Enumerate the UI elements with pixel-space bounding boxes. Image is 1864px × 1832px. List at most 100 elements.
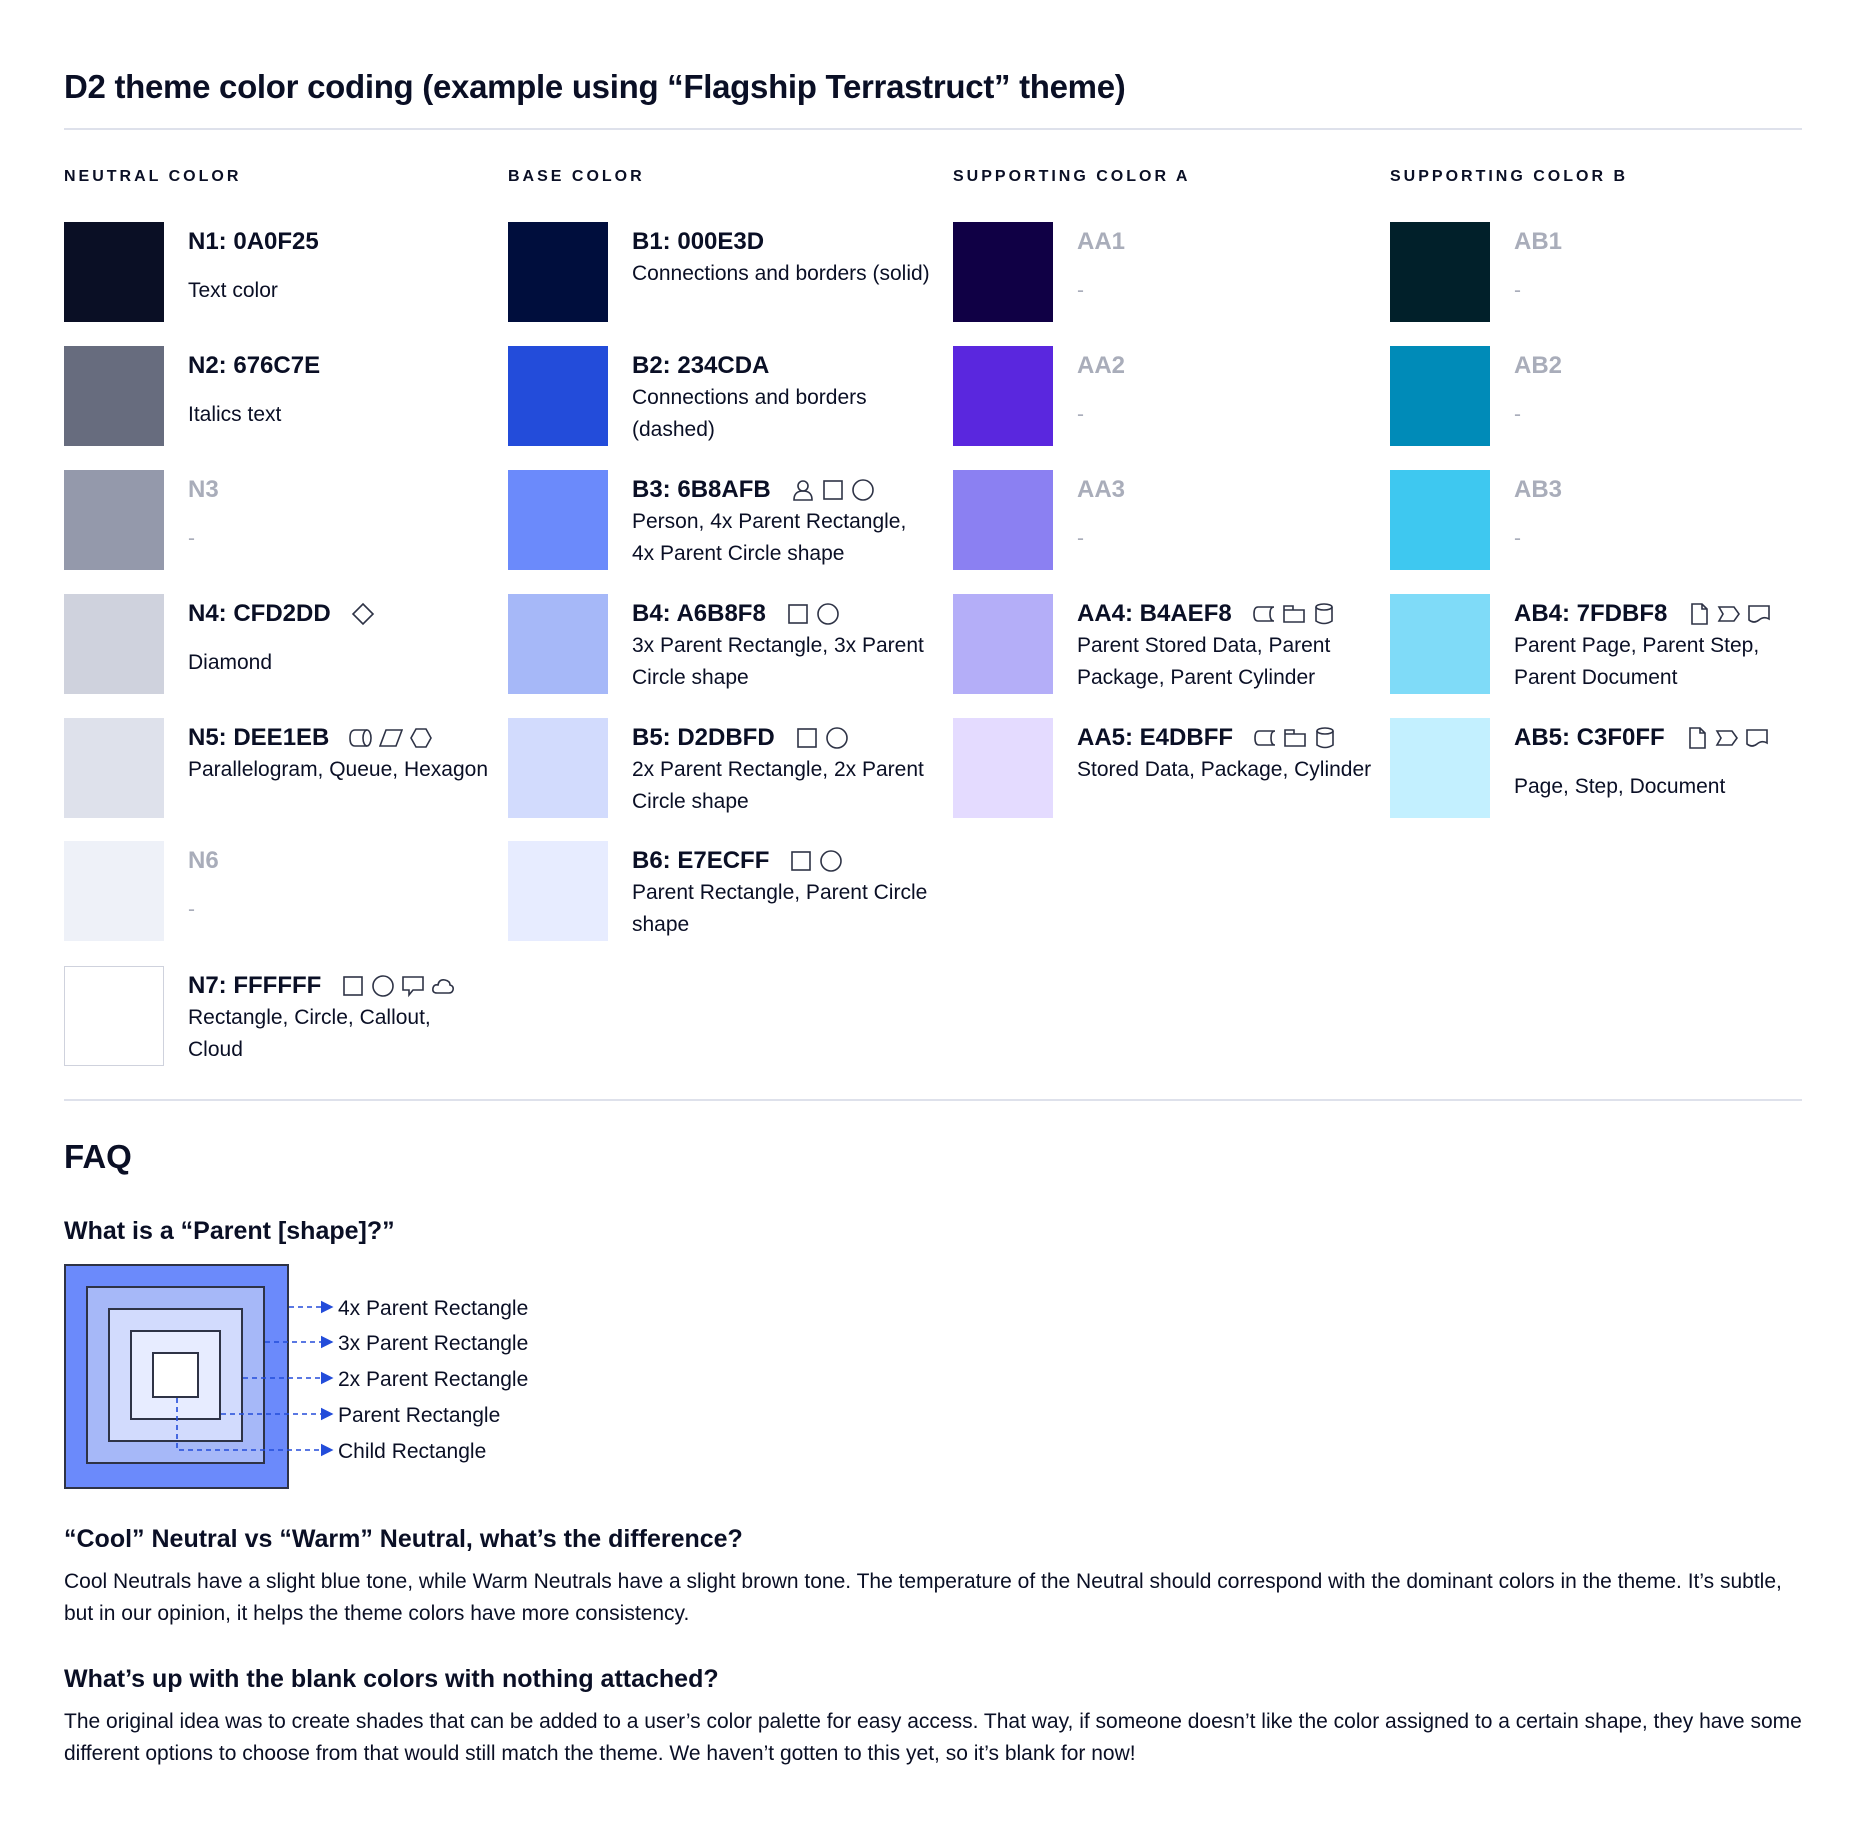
package-icon <box>1282 605 1305 623</box>
color-swatch-item: AB2 - <box>1390 346 1810 446</box>
color-label: AA1 <box>1077 228 1126 255</box>
color-swatch-item: N4: CFD2DD Diamond <box>64 594 484 694</box>
color-usage: Page, Step, Document <box>1514 775 1726 798</box>
parallelogram-icon <box>379 729 404 747</box>
color-label: AA2 <box>1077 352 1126 379</box>
column-header: SUPPORTING COLOR B <box>1390 168 1629 185</box>
step-icon <box>1715 730 1738 746</box>
color-usage: 2x Parent Rectangle, 2x Parent Circle sh… <box>632 758 924 813</box>
color-swatch <box>1390 346 1490 446</box>
color-swatch-item: N3 - <box>64 470 484 570</box>
faq-question-parent-shape: What is a “Parent [shape]?” <box>64 1217 395 1245</box>
color-label: B5: D2DBFD <box>632 724 775 751</box>
color-label: AB3 <box>1514 476 1563 503</box>
color-swatch <box>508 718 608 818</box>
color-usage: Parent Page, Parent Step, Parent Documen… <box>1514 634 1760 689</box>
color-usage: - <box>1514 403 1521 426</box>
child-rectangle <box>152 1352 199 1398</box>
color-swatch <box>953 718 1053 818</box>
color-swatch-item: N7: FFFFFF Rectangle, Circle, Callout, C… <box>64 966 484 1066</box>
diamond-icon <box>351 602 374 626</box>
faq-title: FAQ <box>64 1138 132 1175</box>
color-swatch <box>508 222 608 322</box>
color-label: B1: 000E3D <box>632 228 765 255</box>
stored-data-icon <box>1252 606 1274 622</box>
queue-icon <box>349 729 373 747</box>
color-swatch <box>64 470 164 570</box>
color-swatch <box>1390 594 1490 694</box>
color-label: AA3 <box>1077 476 1126 503</box>
person-icon <box>792 480 813 501</box>
color-label: B3: 6B8AFB <box>632 476 771 503</box>
color-label: N2: 676C7E <box>188 352 321 379</box>
color-swatch <box>953 470 1053 570</box>
color-label: N5: DEE1EB <box>188 724 330 751</box>
rectangle-icon <box>343 976 364 996</box>
color-swatch-item: AA5: E4DBFF Stored Data, Package, Cylind… <box>953 718 1373 818</box>
diagram-label: 4x Parent Rectangle <box>338 1297 528 1320</box>
divider <box>64 128 1802 130</box>
faq-answer-cool-warm: Cool Neutrals have a slight blue tone, w… <box>64 1570 1782 1625</box>
color-swatch-item: AB3 - <box>1390 470 1810 570</box>
color-swatch <box>64 594 164 694</box>
color-swatch-item: AA1 - <box>953 222 1373 322</box>
diagram-label: 2x Parent Rectangle <box>338 1368 528 1391</box>
cylinder-icon <box>1314 603 1333 625</box>
color-swatch-item: N6 - <box>64 841 484 941</box>
color-label: N6 <box>188 847 219 874</box>
color-label: N7: FFFFFF <box>188 972 322 999</box>
color-swatch-item: N1: 0A0F25 Text color <box>64 222 484 322</box>
color-label: B4: A6B8F8 <box>632 600 766 627</box>
color-usage: Parallelogram, Queue, Hexagon <box>188 758 489 781</box>
color-swatch <box>953 594 1053 694</box>
color-usage: Connections and borders (solid) <box>632 262 930 285</box>
column-header: SUPPORTING COLOR A <box>953 168 1191 185</box>
diagram-label: Child Rectangle <box>338 1440 486 1463</box>
color-swatch <box>1390 718 1490 818</box>
color-swatch <box>64 346 164 446</box>
color-swatch-item: B4: A6B8F8 3x Parent Rectangle, 3x Paren… <box>508 594 928 694</box>
color-swatch-item: B5: D2DBFD 2x Parent Rectangle, 2x Paren… <box>508 718 928 818</box>
color-swatch-item: AB4: 7FDBF8 Parent Page, Parent Step, Pa… <box>1390 594 1810 694</box>
color-swatch-item: AA3 - <box>953 470 1373 570</box>
color-label: AB5: C3F0FF <box>1514 724 1665 751</box>
cloud-icon <box>432 979 455 994</box>
color-swatch-item: B2: 234CDA Connections and borders (dash… <box>508 346 928 446</box>
color-swatch-item: N5: DEE1EB Parallelogram, Queue, Hexagon <box>64 718 488 818</box>
color-usage: Stored Data, Package, Cylinder <box>1077 758 1372 781</box>
column-header: NEUTRAL COLOR <box>64 168 242 185</box>
circle-icon <box>372 975 395 997</box>
package-icon <box>1284 729 1306 747</box>
color-label: B6: E7ECFF <box>632 847 770 874</box>
color-label: N1: 0A0F25 <box>188 228 319 255</box>
color-swatch <box>1390 470 1490 570</box>
color-usage: Text color <box>188 279 278 302</box>
parent-shape-diagram: 4x Parent Rectangle 3x Parent Rectangle … <box>64 1264 528 1489</box>
column-header: BASE COLOR <box>508 168 645 185</box>
color-usage: - <box>1514 527 1521 550</box>
color-swatch-item: AA2 - <box>953 346 1373 446</box>
color-swatch-item: AA4: B4AEF8 Parent Stored Data, Parent P… <box>953 594 1373 694</box>
rectangle-icon <box>791 851 812 871</box>
color-swatch <box>953 346 1053 446</box>
rectangle-icon <box>796 728 817 748</box>
circle-icon <box>825 727 848 749</box>
circle-icon <box>820 850 843 872</box>
color-swatch <box>508 841 608 941</box>
color-usage: Rectangle, Circle, Callout, Cloud <box>188 1006 431 1061</box>
color-usage: Diamond <box>188 651 273 674</box>
color-usage: Parent Stored Data, Parent Package, Pare… <box>1077 634 1331 689</box>
color-label: AB1 <box>1514 228 1563 255</box>
color-label: N4: CFD2DD <box>188 600 331 627</box>
faq-question-cool-warm: “Cool” Neutral vs “Warm” Neutral, what’s… <box>64 1525 743 1553</box>
color-usage: 3x Parent Rectangle, 3x Parent Circle sh… <box>632 634 924 689</box>
color-label: AB4: 7FDBF8 <box>1514 600 1668 627</box>
page-title: D2 theme color coding (example using “Fl… <box>64 68 1126 105</box>
color-swatch-item: AB5: C3F0FF Page, Step, Document <box>1390 718 1810 818</box>
color-swatch-item: B1: 000E3D Connections and borders (soli… <box>508 222 930 322</box>
color-usage: - <box>188 527 195 550</box>
color-usage: - <box>188 898 195 921</box>
color-usage: Person, 4x Parent Rectangle, 4x Parent C… <box>632 510 907 565</box>
faq-answer-blank-colors: The original idea was to create shades t… <box>64 1710 1802 1765</box>
color-usage: Connections and borders (dashed) <box>632 386 867 441</box>
